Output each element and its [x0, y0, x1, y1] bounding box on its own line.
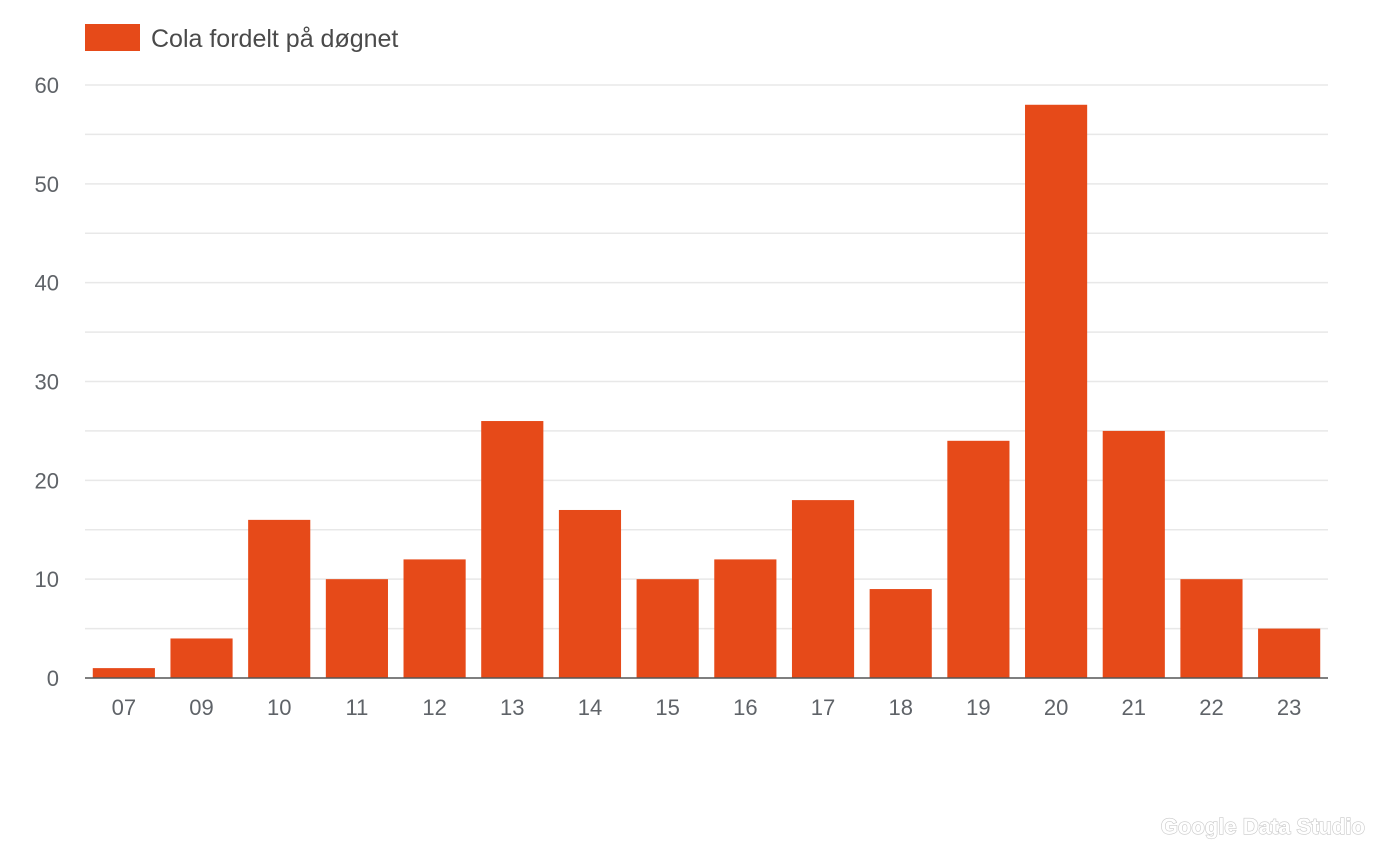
bar-23[interactable]: [1258, 628, 1321, 678]
x-tick-label: 18: [888, 695, 912, 720]
x-tick-label: 12: [422, 695, 446, 720]
x-tick-label: 21: [1122, 695, 1146, 720]
x-tick-label: 20: [1044, 695, 1068, 720]
bar-series: [92, 104, 1321, 679]
bar-20[interactable]: [1025, 104, 1088, 679]
bar-22[interactable]: [1180, 579, 1243, 678]
bar-12[interactable]: [403, 559, 466, 678]
legend-swatch: [85, 24, 140, 51]
legend-label: Cola fordelt på døgnet: [151, 25, 398, 53]
x-tick-label: 07: [112, 695, 136, 720]
x-tick-label: 10: [267, 695, 291, 720]
x-tick-label: 17: [811, 695, 835, 720]
bar-11[interactable]: [325, 579, 388, 678]
x-tick-label: 15: [655, 695, 679, 720]
y-tick-label: 20: [35, 468, 59, 493]
x-tick-label: 13: [500, 695, 524, 720]
x-tick-label: 22: [1199, 695, 1223, 720]
y-tick-label: 50: [35, 172, 59, 197]
bar-14[interactable]: [558, 509, 622, 678]
x-tick-label: 11: [345, 695, 368, 720]
y-tick-label: 60: [35, 73, 59, 98]
x-tick-label: 14: [578, 695, 602, 720]
y-tick-label: 0: [47, 666, 59, 691]
legend[interactable]: Cola fordelt på døgnet: [85, 24, 398, 53]
x-axis-ticks: 07 09 10 11 12 13 14 15 16 17 18 19 20 21 22 23: [112, 695, 1302, 720]
y-tick-label: 30: [35, 370, 59, 395]
y-tick-label: 10: [35, 567, 59, 592]
bar-10[interactable]: [248, 519, 311, 678]
bar-17[interactable]: [791, 500, 855, 678]
x-tick-label: 23: [1277, 695, 1301, 720]
google-data-studio-watermark: Google Data Studio: [1161, 814, 1365, 839]
x-tick-label: 16: [733, 695, 757, 720]
bar-21[interactable]: [1102, 430, 1165, 678]
bar-18[interactable]: [869, 589, 932, 678]
bar-13[interactable]: [481, 421, 544, 678]
x-tick-label: 09: [189, 695, 213, 720]
y-axis-ticks: 0 10 20 30 40 50 60: [35, 73, 59, 691]
y-tick-label: 40: [35, 271, 59, 296]
x-tick-label: 19: [966, 695, 990, 720]
bar-07[interactable]: [92, 668, 155, 678]
bar-09[interactable]: [170, 638, 233, 678]
bar-19[interactable]: [947, 440, 1010, 678]
bar-16[interactable]: [714, 559, 777, 678]
bar-15[interactable]: [636, 579, 699, 678]
